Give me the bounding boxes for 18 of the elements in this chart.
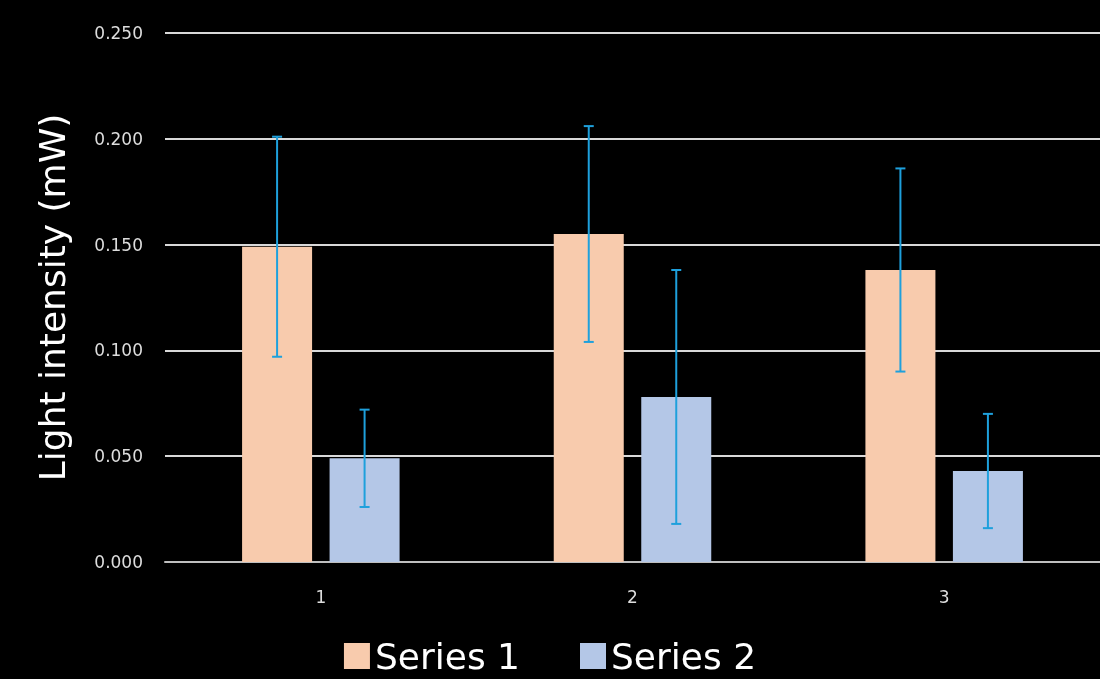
bar: [865, 269, 936, 562]
x-tick-label: 3: [938, 586, 950, 607]
y-tick-label: 0.150: [94, 234, 143, 255]
bar: [242, 246, 313, 562]
legend-label: Series 1: [374, 635, 521, 677]
bar: [641, 396, 712, 562]
bar: [952, 471, 1023, 562]
y-tick-label: 0.200: [94, 128, 143, 149]
legend-label: Series 2: [611, 635, 757, 677]
bar: [329, 458, 400, 562]
bar: [553, 234, 624, 562]
y-tick-label: 0.250: [94, 23, 143, 43]
x-tick-label: 2: [627, 586, 638, 607]
y-tick-label: 0.100: [94, 340, 143, 361]
y-tick-label: 0.000: [94, 552, 143, 572]
y-tick-label: 0.050: [94, 446, 143, 467]
x-tick-label: 1: [315, 586, 327, 607]
y-axis-title: Light intensity (mW): [31, 113, 73, 482]
